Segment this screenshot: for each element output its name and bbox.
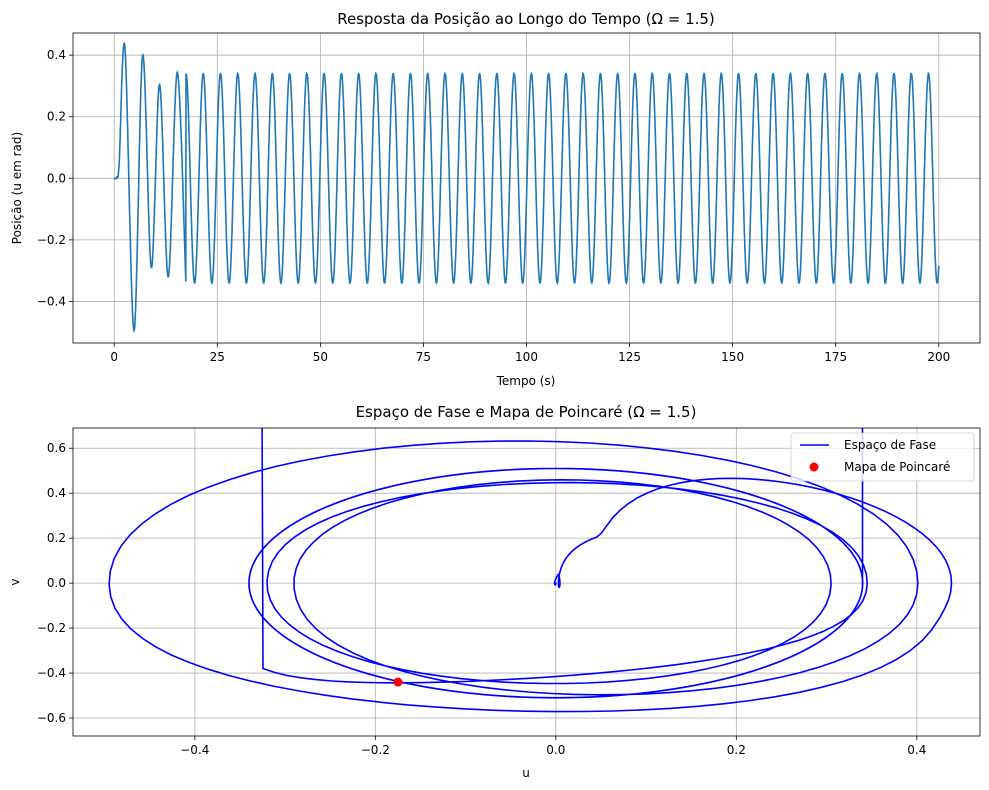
time-response-title: Resposta da Posição ao Longo do Tempo (Ω… bbox=[337, 10, 715, 28]
phase-space-xtick-label: −0.4 bbox=[180, 743, 209, 757]
legend-box bbox=[790, 432, 975, 482]
phase-space-axes-frame bbox=[72, 427, 981, 737]
phase-space-ytick-label: 0.6 bbox=[47, 441, 66, 455]
time-response-xtick-label: 100 bbox=[515, 350, 538, 364]
time-response-ytick-label: −0.2 bbox=[37, 233, 66, 247]
phase-space-xtick-label: 0.4 bbox=[907, 743, 926, 757]
time-response-xtick-label: 125 bbox=[618, 350, 641, 364]
legend-label-phase-space: Espaço de Fase bbox=[844, 438, 936, 452]
time-response-xtick-label: 25 bbox=[210, 350, 225, 364]
time-response-xtick-label: 0 bbox=[110, 350, 118, 364]
time-response-xtick-label: 175 bbox=[824, 350, 847, 364]
phase-space-xlabel: u bbox=[522, 766, 530, 780]
time-response-ylabel: Posição (u em rad) bbox=[10, 132, 24, 244]
time-response-ytick-label: 0.2 bbox=[47, 110, 66, 124]
phase-space-legend: Espaço de Fase Mapa de Poincaré bbox=[790, 432, 975, 482]
time-response-ytick-label: 0.4 bbox=[47, 48, 66, 62]
position-series-line bbox=[113, 42, 940, 333]
time-response-grid bbox=[73, 33, 980, 343]
time-response-xtick-label: 150 bbox=[721, 350, 744, 364]
poincare-point bbox=[393, 677, 403, 687]
legend-label-poincare: Mapa de Poincaré bbox=[844, 460, 950, 474]
phase-space-ytick-label: 0.2 bbox=[47, 531, 66, 545]
phase-space-series-line bbox=[108, 428, 953, 713]
time-response-chart: 0 25 50 75 100 125 150 175 200−0.4−0.20.00.20.4 … bbox=[10, 10, 981, 388]
phase-space-chart: −0.4 −0.2 0.0 0.2 0.4 −0.6 −0.4 −0.2 0.0 0.2 0.4 0.… bbox=[8, 403, 981, 780]
phase-space-ytick-label: 0.0 bbox=[47, 576, 66, 590]
phase-space-ytick-label: −0.4 bbox=[37, 666, 66, 680]
phase-space-title: Espaço de Fase e Mapa de Poincaré (Ω = 1… bbox=[356, 403, 697, 421]
legend-marker-swatch bbox=[809, 462, 819, 472]
phase-space-xtick-label: −0.2 bbox=[361, 743, 390, 757]
poincare-points bbox=[393, 677, 403, 687]
time-response-xtick-label: 75 bbox=[416, 350, 431, 364]
time-response-xtick-label: 200 bbox=[927, 350, 950, 364]
time-response-xtick-label: 50 bbox=[313, 350, 328, 364]
phase-space-ticks: −0.4 −0.2 0.0 0.2 0.4 −0.6 −0.4 −0.2 0.0 0.2 0.4 0.… bbox=[37, 441, 927, 757]
time-response-ytick-label: −0.4 bbox=[37, 294, 66, 308]
phase-space-ytick-label: 0.4 bbox=[47, 486, 66, 500]
time-response-xlabel: Tempo (s) bbox=[496, 374, 556, 388]
phase-space-xtick-label: 0.0 bbox=[546, 743, 565, 757]
phase-space-ytick-label: −0.2 bbox=[37, 621, 66, 635]
time-response-ytick-label: 0.0 bbox=[47, 171, 66, 185]
phase-space-xtick-label: 0.2 bbox=[727, 743, 746, 757]
phase-space-ytick-label: −0.6 bbox=[37, 711, 66, 725]
time-response-ticks: 0 25 50 75 100 125 150 175 200 −0.4 −0.2 0.0 0.2 0.4 bbox=[37, 48, 950, 364]
phase-space-ylabel: v bbox=[8, 578, 22, 585]
